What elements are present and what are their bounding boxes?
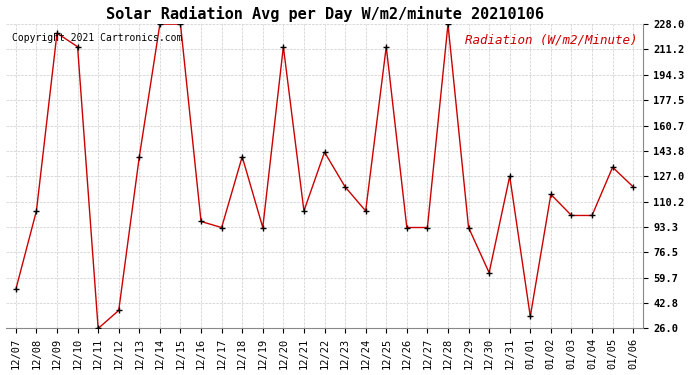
- Title: Solar Radiation Avg per Day W/m2/minute 20210106: Solar Radiation Avg per Day W/m2/minute …: [106, 6, 544, 21]
- Text: Radiation (W/m2/Minute): Radiation (W/m2/Minute): [465, 33, 638, 46]
- Text: Copyright 2021 Cartronics.com: Copyright 2021 Cartronics.com: [12, 33, 182, 43]
